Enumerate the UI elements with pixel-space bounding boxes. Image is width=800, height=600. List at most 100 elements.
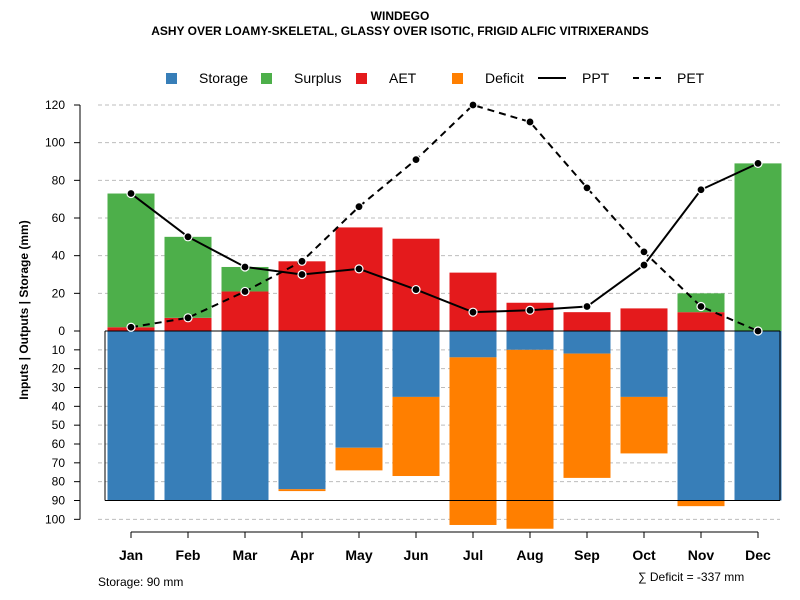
y-tick-label: 30 bbox=[52, 380, 66, 394]
pet-point-nov bbox=[696, 301, 706, 312]
legend-pet: PET bbox=[633, 70, 704, 86]
bar-storage-may bbox=[335, 331, 383, 448]
x-tick-label-jul: Jul bbox=[463, 547, 483, 563]
bar-storage-apr bbox=[278, 331, 326, 490]
ppt-point-jan bbox=[126, 188, 136, 199]
legend-surplus: Surplus bbox=[261, 70, 341, 86]
legend-aet-swatch bbox=[356, 72, 367, 84]
bar-deficit-oct bbox=[620, 396, 668, 454]
x-tick-label-mar: Mar bbox=[233, 547, 258, 563]
bar-deficit-sep bbox=[563, 353, 611, 478]
bar-surplus-jan bbox=[107, 193, 155, 328]
bar-storage-mar bbox=[221, 331, 269, 501]
pet-line bbox=[130, 103, 759, 332]
pet-point-mar bbox=[240, 286, 250, 297]
bar-storage-feb bbox=[164, 331, 212, 501]
legend-storage: Storage bbox=[166, 70, 248, 86]
bar-deficit-nov bbox=[677, 500, 725, 507]
x-tick-label-dec: Dec bbox=[745, 547, 771, 563]
y-tick-label: 90 bbox=[52, 493, 66, 507]
labels: 0 20 40 60 80 100 120 10 20 30 40 50 60 70 80 90 100 Inpu… bbox=[17, 98, 771, 563]
bar-storage-nov bbox=[677, 331, 725, 501]
legend-ppt-label: PPT bbox=[582, 70, 610, 86]
y-tick-label: 10 bbox=[52, 343, 66, 357]
bar-aet-sep bbox=[563, 312, 611, 331]
ppt-point-jul bbox=[468, 307, 478, 317]
y-tick-label: 80 bbox=[52, 173, 66, 187]
y-tick-label: 100 bbox=[45, 512, 65, 526]
y-tick-label: 40 bbox=[52, 249, 66, 263]
legend-aet-label: AET bbox=[389, 70, 417, 86]
bar-aet-nov bbox=[677, 312, 725, 331]
y-tick-label: 100 bbox=[45, 136, 65, 150]
bar-deficit-jun bbox=[392, 396, 440, 477]
legend-ppt: PPT bbox=[538, 70, 609, 86]
x-tick-label-nov: Nov bbox=[688, 547, 715, 563]
legend-surplus-swatch bbox=[261, 72, 272, 84]
y-tick-label: 120 bbox=[45, 98, 65, 112]
bar-aet-may bbox=[335, 227, 383, 331]
bar-storage-dec bbox=[734, 331, 782, 501]
legend-storage-swatch bbox=[166, 72, 177, 84]
pet-point-jun bbox=[411, 155, 421, 165]
x-tick-label-feb: Feb bbox=[176, 547, 201, 563]
ppt-line bbox=[130, 162, 759, 314]
pet-point-apr bbox=[297, 256, 307, 266]
bar-deficit-aug bbox=[506, 349, 554, 529]
legend-surplus-label: Surplus bbox=[294, 70, 342, 86]
y-tick-label: 80 bbox=[52, 475, 66, 489]
pet-point-jul bbox=[468, 100, 478, 110]
chart-subtitle: ASHY OVER LOAMY-SKELETAL, GLASSY OVER IS… bbox=[151, 24, 649, 38]
deficit-note: ∑ Deficit = -337 mm bbox=[638, 570, 745, 584]
bar-surplus-dec bbox=[734, 163, 782, 331]
legend-deficit-label: Deficit bbox=[485, 70, 524, 86]
bar-deficit-apr bbox=[278, 489, 326, 492]
bar-deficit-jul bbox=[449, 357, 497, 525]
y-tick-label: 60 bbox=[52, 211, 66, 225]
bar-aet-jun bbox=[392, 238, 440, 331]
bar-storage-sep bbox=[563, 331, 611, 354]
pet-point-feb bbox=[183, 313, 193, 323]
y-tick-label: 60 bbox=[52, 437, 66, 451]
legend-aet: AET bbox=[356, 70, 416, 86]
legend-deficit: Deficit bbox=[452, 70, 524, 86]
ppt-point-dec bbox=[753, 158, 763, 168]
y-tick-label: 70 bbox=[52, 456, 66, 470]
pet-point-aug bbox=[525, 117, 535, 127]
ppt-point-mar bbox=[240, 262, 250, 272]
chart-title: WINDEGO bbox=[370, 9, 430, 23]
ppt-point-apr bbox=[297, 269, 307, 280]
bar-storage-oct bbox=[620, 331, 668, 397]
storage-note: Storage: 90 mm bbox=[98, 575, 184, 589]
x-tick-label-may: May bbox=[345, 547, 372, 563]
pet-point-dec bbox=[753, 326, 763, 336]
y-tick-label: 20 bbox=[52, 286, 66, 300]
pet-point-oct bbox=[639, 247, 649, 257]
x-tick-label-aug: Aug bbox=[516, 547, 543, 563]
ppt-point-nov bbox=[696, 185, 706, 195]
bars bbox=[107, 163, 782, 529]
bar-deficit-may bbox=[335, 447, 383, 471]
ppt-point-oct bbox=[639, 260, 649, 270]
ppt-point-jun bbox=[411, 284, 421, 295]
y-tick-label: 40 bbox=[52, 399, 66, 413]
x-tick-label-sep: Sep bbox=[574, 547, 600, 563]
legend-ppt-line bbox=[538, 77, 566, 79]
x-tick-label-apr: Apr bbox=[290, 547, 315, 563]
y-tick-label: 50 bbox=[52, 418, 66, 432]
ppt-point-feb bbox=[183, 232, 193, 242]
pet-point-jan bbox=[126, 322, 136, 332]
x-tick-label-jun: Jun bbox=[404, 547, 429, 563]
lines bbox=[126, 100, 763, 336]
y-tick-label: 0 bbox=[58, 324, 65, 338]
bar-storage-jun bbox=[392, 331, 440, 397]
legend-deficit-swatch bbox=[452, 72, 463, 84]
y-axis-label: Inputs | Outputs | Storage (mm) bbox=[17, 220, 31, 399]
x-tick-label-oct: Oct bbox=[632, 547, 656, 563]
pet-point-sep bbox=[582, 183, 592, 193]
bar-aet-mar bbox=[221, 291, 269, 331]
legend-storage-label: Storage bbox=[199, 70, 249, 86]
bar-storage-jan bbox=[107, 331, 155, 501]
bar-storage-jul bbox=[449, 331, 497, 358]
